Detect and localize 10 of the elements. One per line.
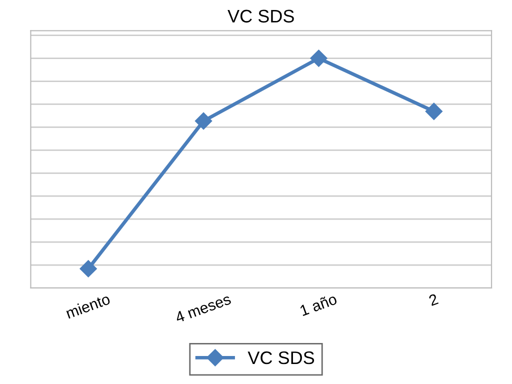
chart-title: VC SDS [228, 10, 294, 23]
point [310, 50, 328, 67]
x-tick-label: miento [65, 293, 111, 319]
legend-label: VC SDS [248, 351, 314, 364]
point [194, 112, 212, 130]
x-tick-label: 1 año [299, 293, 338, 316]
x-tick-label: 2 [428, 294, 439, 306]
point [80, 260, 97, 278]
point [425, 102, 442, 120]
x-tick-label: 4 meses [174, 294, 232, 324]
